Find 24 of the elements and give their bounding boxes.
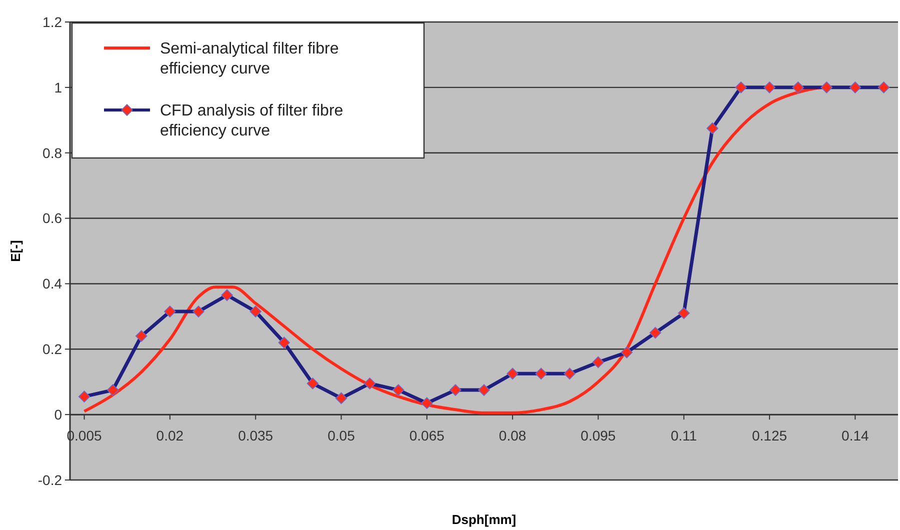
y-tick-label: 0.6: [42, 210, 62, 226]
x-tick-label: 0.035: [238, 428, 274, 444]
legend-label: Semi-analytical filter fibre efficiency curve: [160, 40, 339, 78]
y-axis-title: E[-]: [8, 240, 23, 262]
point: [820, 82, 833, 94]
y-tick-label: 0: [54, 406, 62, 422]
y-tick-label: -0.2: [38, 472, 62, 488]
point: [849, 82, 862, 94]
y-tick-label: 0.4: [42, 276, 62, 292]
x-tick-label: 0.095: [580, 428, 616, 444]
x-tick-label: 0.05: [328, 428, 356, 444]
x-tick-label: 0.08: [498, 428, 526, 444]
x-tick-label: 0.11: [670, 428, 698, 444]
x-axis-title: Dsph[mm]: [452, 512, 516, 527]
legend-label: CFD analysis of filter fibre efficiency curve: [160, 102, 344, 140]
y-tick-label: 1.2: [42, 14, 62, 30]
x-tick-label: 0.065: [409, 428, 445, 444]
point: [420, 397, 433, 410]
y-tick-label: 0.8: [42, 144, 62, 161]
x-tick-label: 0.125: [752, 428, 788, 444]
y-tick-label: 1: [54, 79, 62, 96]
x-tick-label: 0.14: [842, 428, 870, 444]
x-tick-label: 0.02: [156, 428, 184, 444]
y-tick-label: 0.2: [42, 341, 62, 358]
